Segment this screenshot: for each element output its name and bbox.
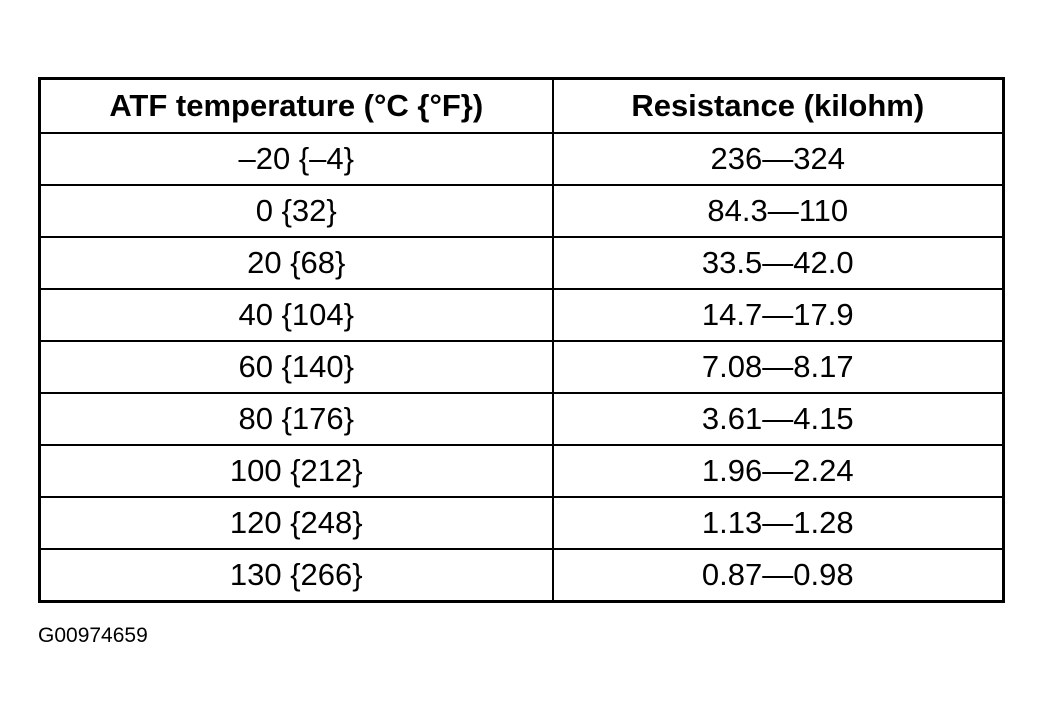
- resistance-cell: 3.61—4.15: [551, 392, 1005, 446]
- temperature-cell: 0 {32}: [38, 184, 554, 238]
- temperature-cell: 80 {176}: [38, 392, 554, 446]
- resistance-table: ATF temperature (°C {°F}) Resistance (kil…: [38, 77, 1005, 603]
- temperature-cell: 20 {68}: [38, 236, 554, 290]
- resistance-cell: 1.13—1.28: [551, 496, 1005, 550]
- table-row: 100 {212} 1.96—2.24: [38, 444, 1005, 498]
- temperature-cell: 40 {104}: [38, 288, 554, 342]
- temperature-cell: 100 {212}: [38, 444, 554, 498]
- resistance-cell: 7.08—8.17: [551, 340, 1005, 394]
- table-row: 20 {68} 33.5—42.0: [38, 236, 1005, 290]
- resistance-cell: 33.5—42.0: [551, 236, 1005, 290]
- table-row: –20 {–4} 236—324: [38, 132, 1005, 186]
- temperature-cell: –20 {–4}: [38, 132, 554, 186]
- resistance-cell: 0.87—0.98: [551, 548, 1005, 603]
- temperature-cell: 120 {248}: [38, 496, 554, 550]
- header-cell: Resistance (kilohm): [551, 77, 1005, 134]
- table-row: 120 {248} 1.13—1.28: [38, 496, 1005, 550]
- table-row: 60 {140} 7.08—8.17: [38, 340, 1005, 394]
- table-row: 40 {104} 14.7—17.9: [38, 288, 1005, 342]
- resistance-cell: 1.96—2.24: [551, 444, 1005, 498]
- resistance-cell: 14.7—17.9: [551, 288, 1005, 342]
- table-row: 130 {266} 0.87—0.98: [38, 548, 1005, 603]
- header-row: ATF temperature (°C {°F}) Resistance (kil…: [38, 77, 1005, 134]
- resistance-cell: 84.3—110: [551, 184, 1005, 238]
- figure-id: G00974659: [38, 624, 148, 647]
- temperature-cell: 60 {140}: [38, 340, 554, 394]
- table-row: 0 {32} 84.3—110: [38, 184, 1005, 238]
- resistance-cell: 236—324: [551, 132, 1005, 186]
- table-row: 80 {176} 3.61—4.15: [38, 392, 1005, 446]
- header-cell: ATF temperature (°C {°F}): [38, 77, 554, 134]
- temperature-cell: 130 {266}: [38, 548, 554, 603]
